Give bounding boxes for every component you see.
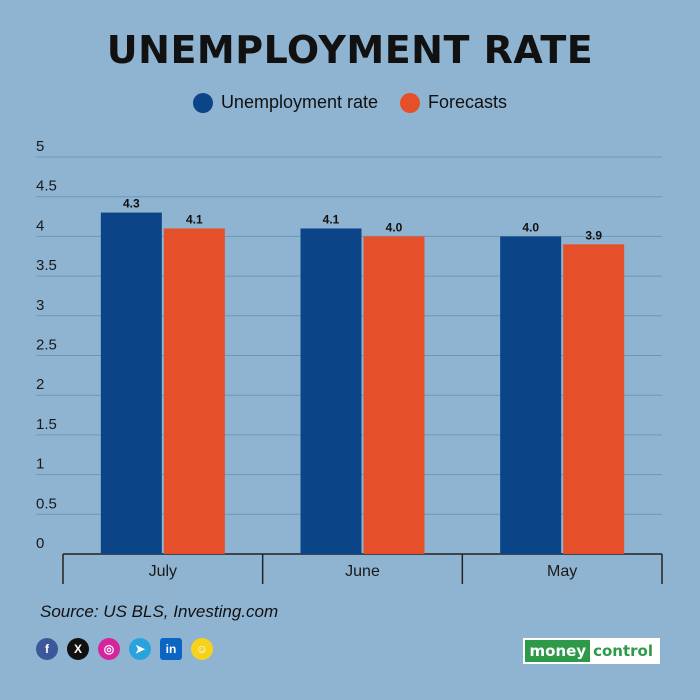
- brand-part1: money: [524, 640, 591, 662]
- y-tick-label: 4: [36, 217, 44, 234]
- social-icons: f X ◎ ➤ in ☺: [36, 638, 213, 660]
- instagram-icon[interactable]: ◎: [98, 638, 120, 660]
- y-tick-label: 3.5: [36, 257, 57, 274]
- legend-swatch-unemployment: [192, 92, 213, 113]
- y-tick-label: 0: [36, 535, 44, 552]
- data-label: 4.1: [186, 212, 203, 226]
- bar-forecast: [163, 228, 225, 554]
- linkedin-icon[interactable]: in: [160, 638, 182, 660]
- data-label: 4.1: [323, 212, 340, 226]
- facebook-icon[interactable]: f: [36, 638, 58, 660]
- x-tick-label: July: [149, 563, 177, 580]
- moneycontrol-logo: money control: [522, 638, 660, 664]
- data-label: 4.3: [123, 197, 140, 211]
- legend-label-unemployment: Unemployment rate: [220, 92, 379, 112]
- x-tick-label: May: [547, 563, 577, 580]
- y-tick-label: 5: [36, 138, 44, 155]
- y-tick-label: 2: [36, 376, 44, 393]
- data-label: 3.9: [585, 228, 602, 242]
- legend-label-forecasts: Forecasts: [428, 92, 508, 112]
- data-label: 4.0: [386, 220, 403, 234]
- legend: Unemployment rate Forecasts: [0, 92, 700, 113]
- bar-unemployment: [100, 212, 162, 554]
- bar-forecast: [563, 244, 625, 554]
- bar-unemployment: [300, 228, 362, 554]
- brand-part2: control: [590, 640, 658, 662]
- x-tick-label: June: [345, 563, 380, 580]
- y-tick-label: 1: [36, 456, 44, 473]
- y-tick-label: 0.5: [36, 495, 57, 512]
- y-tick-label: 4.5: [36, 178, 57, 195]
- y-tick-label: 1.5: [36, 416, 57, 433]
- legend-swatch-forecasts: [400, 92, 421, 113]
- x-icon[interactable]: X: [67, 638, 89, 660]
- telegram-icon[interactable]: ➤: [129, 638, 151, 660]
- bar-forecast: [363, 236, 425, 554]
- legend-item-forecasts: Forecasts: [400, 92, 507, 113]
- snapchat-icon[interactable]: ☺: [191, 638, 213, 660]
- source-note: Source: US BLS, Investing.com: [40, 602, 279, 621]
- chart-title: UNEMPLOYMENT RATE: [106, 28, 594, 72]
- bar-unemployment: [500, 236, 562, 554]
- legend-item-unemployment: Unemployment rate: [192, 92, 379, 113]
- data-label: 4.0: [522, 220, 539, 234]
- y-tick-label: 3: [36, 297, 44, 314]
- y-tick-label: 2.5: [36, 337, 57, 354]
